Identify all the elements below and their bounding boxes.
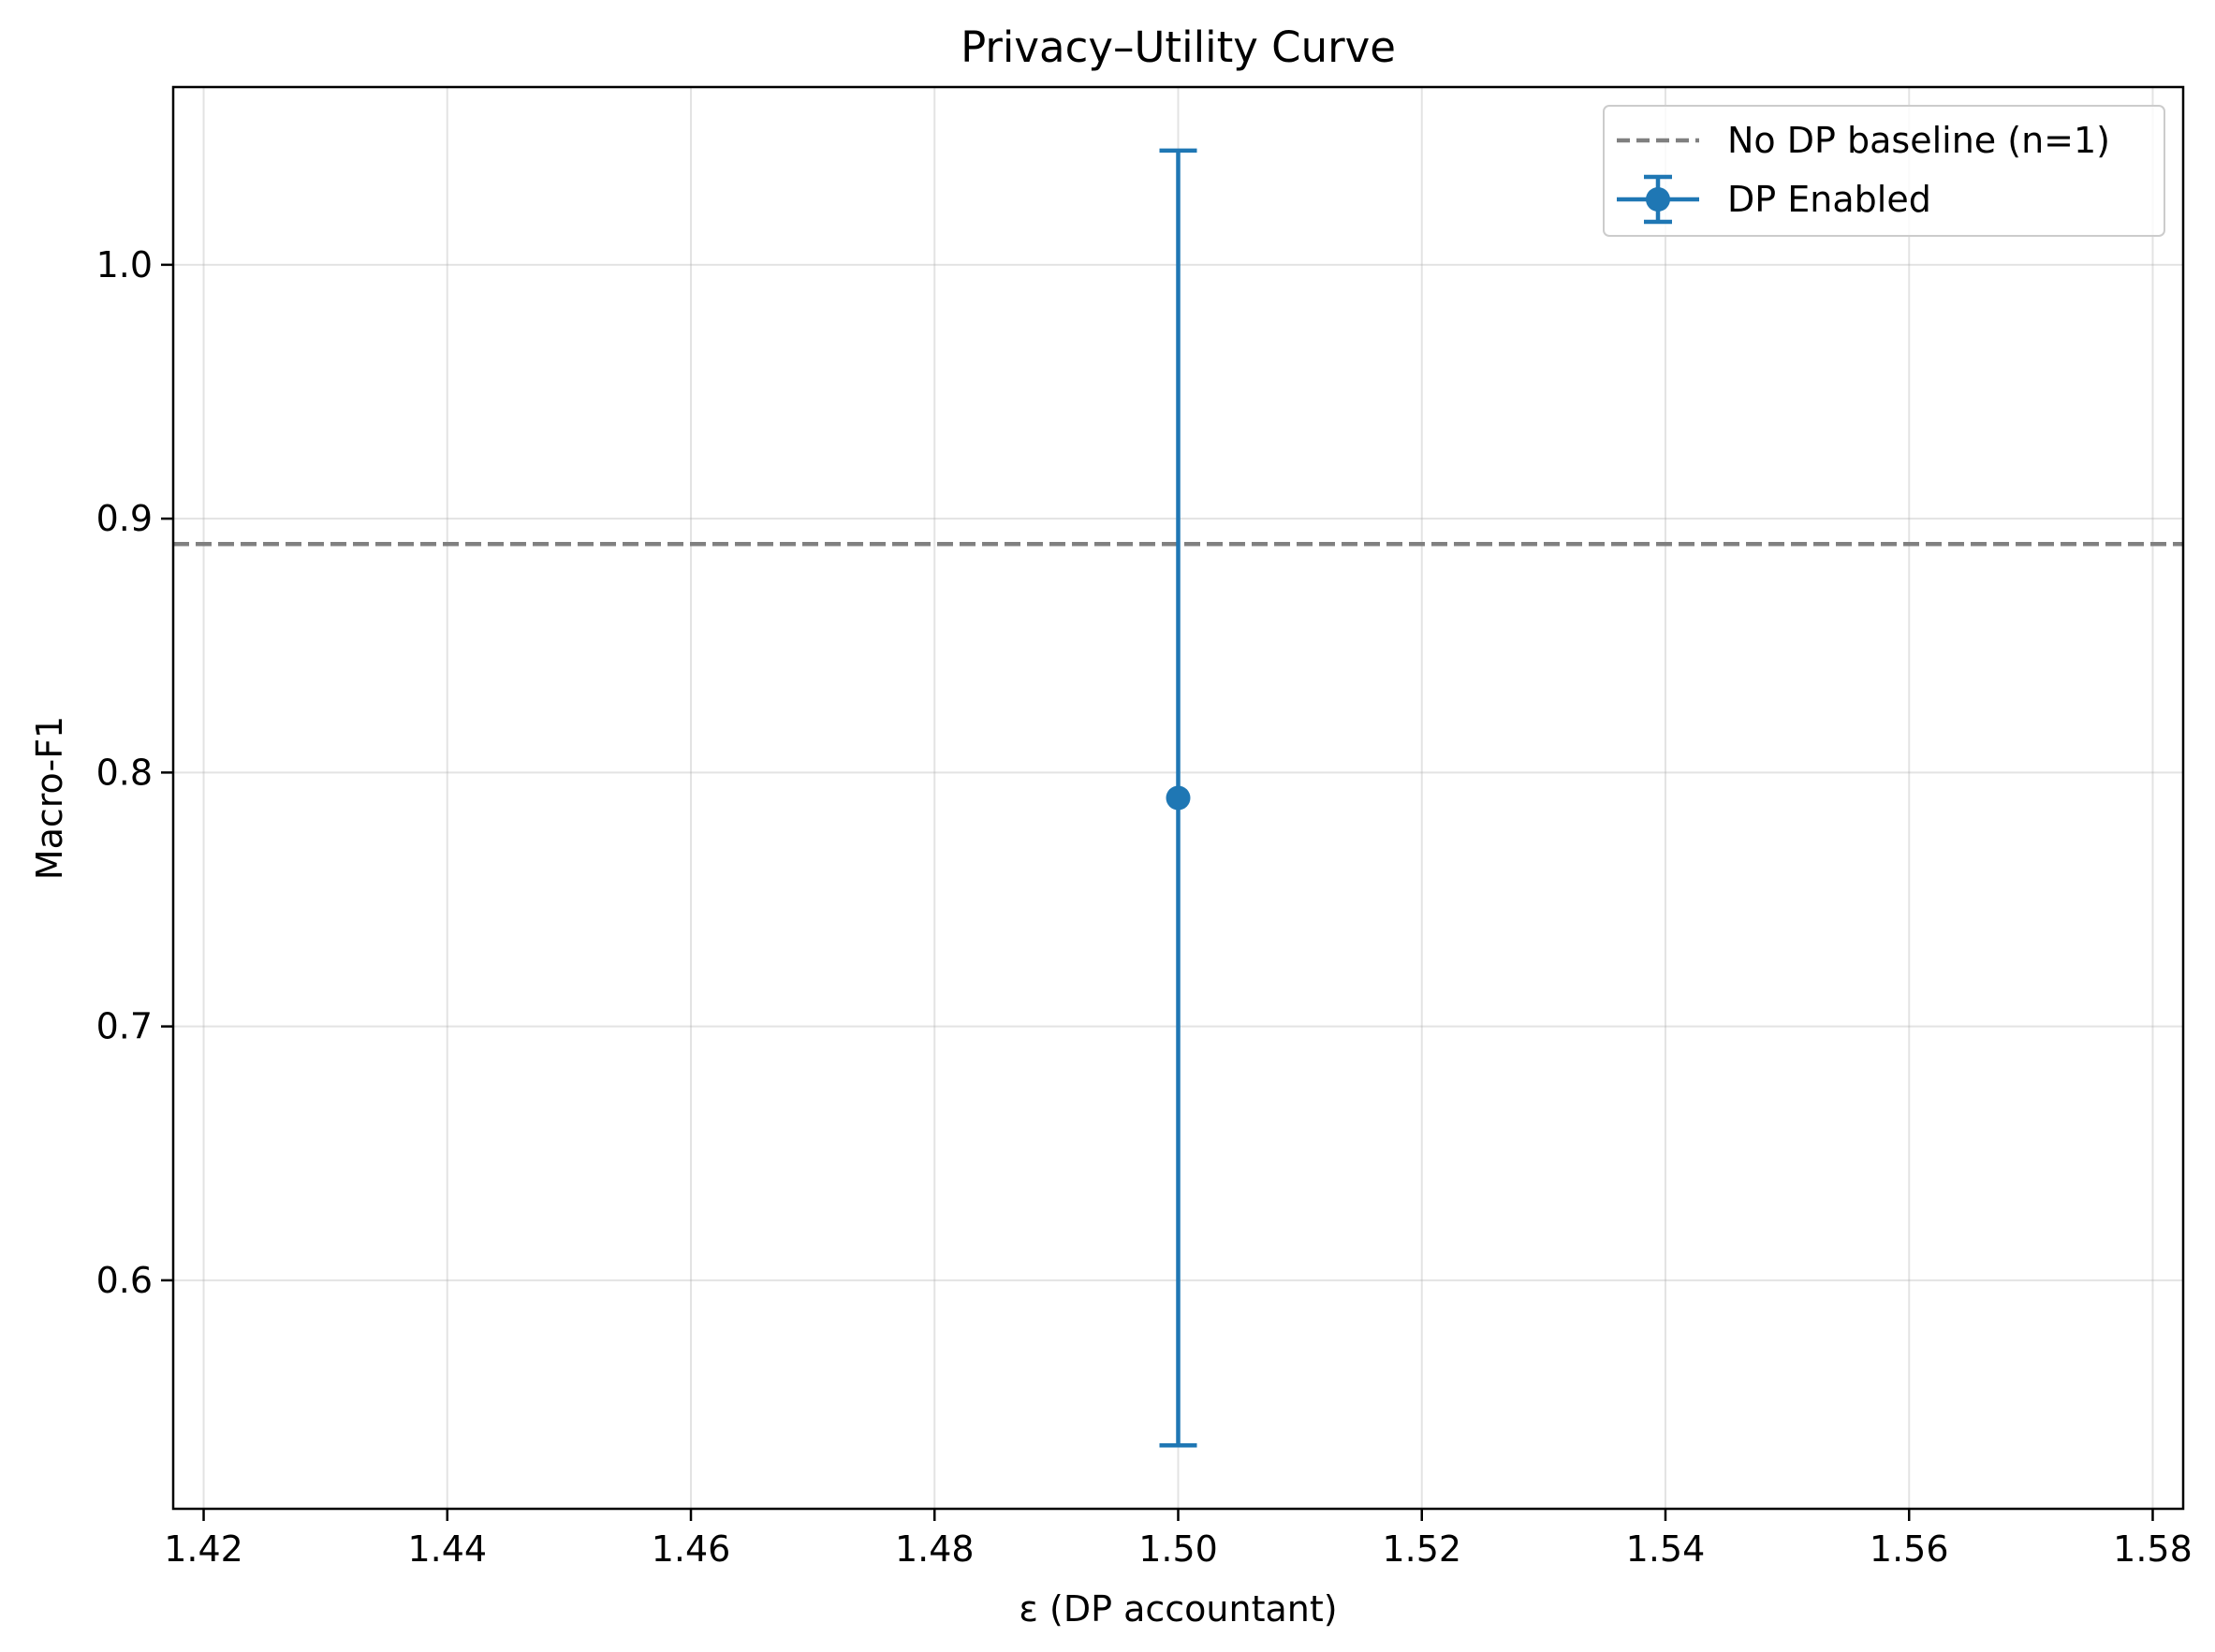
x-tick-label: 1.44: [407, 1528, 487, 1570]
data-point: [1166, 785, 1191, 811]
y-tick-label: 1.0: [96, 244, 153, 285]
legend-box: [1603, 105, 2165, 237]
x-tick-label: 1.50: [1138, 1528, 1218, 1570]
x-tick-label: 1.54: [1626, 1528, 1706, 1570]
x-tick-label: 1.52: [1382, 1528, 1461, 1570]
x-axis-ticks: 1.42 1.44 1.46 1.48 1.50 1.52 1.54 1.56 1.58: [164, 1509, 2193, 1570]
x-tick-label: 1.58: [2113, 1528, 2193, 1570]
series-layer: [1159, 148, 1197, 1448]
legend: No DP baseline (n=1) DP Enabled: [1603, 105, 2165, 237]
y-tick-label: 0.8: [96, 752, 153, 793]
legend-baseline-label: No DP baseline (n=1): [1727, 120, 2110, 161]
x-tick-label: 1.48: [895, 1528, 975, 1570]
y-tick-label: 0.7: [96, 1006, 153, 1047]
chart-title: Privacy–Utility Curve: [961, 22, 1396, 72]
x-tick-label: 1.42: [164, 1528, 243, 1570]
y-tick-label: 0.6: [96, 1260, 153, 1301]
legend-series-marker: [1646, 187, 1670, 212]
y-axis-ticks: 0.6 0.7 0.8 0.9 1.0: [96, 244, 173, 1301]
x-tick-label: 1.56: [1870, 1528, 1949, 1570]
x-axis-label: ε (DP accountant): [1019, 1588, 1337, 1630]
y-tick-label: 0.9: [96, 498, 153, 539]
legend-series-swatch: [1617, 174, 1699, 225]
y-axis-label: Macro-F1: [29, 716, 70, 880]
x-tick-label: 1.46: [652, 1528, 731, 1570]
legend-series-label: DP Enabled: [1727, 179, 1931, 220]
